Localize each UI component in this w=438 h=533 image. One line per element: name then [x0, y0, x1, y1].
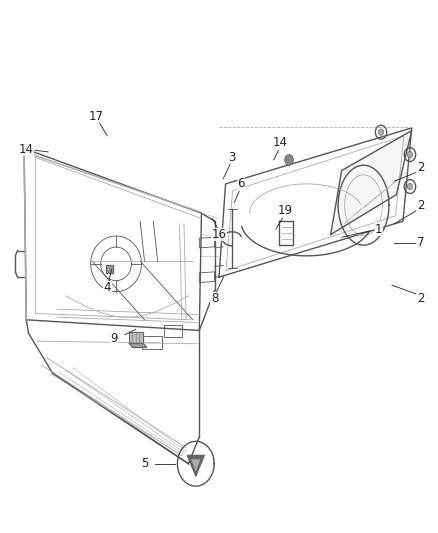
Text: 2: 2 [417, 292, 424, 305]
Text: 7: 7 [417, 236, 424, 249]
Polygon shape [129, 332, 143, 343]
Polygon shape [331, 131, 412, 235]
Circle shape [407, 151, 413, 158]
Polygon shape [129, 343, 147, 348]
Text: 1: 1 [375, 223, 383, 236]
Polygon shape [191, 459, 200, 471]
Text: 17: 17 [89, 110, 104, 123]
Circle shape [378, 129, 384, 135]
Text: 4: 4 [103, 281, 111, 294]
Text: 19: 19 [277, 204, 292, 217]
Text: 2: 2 [417, 161, 424, 174]
Circle shape [407, 183, 413, 190]
Text: 6: 6 [237, 177, 245, 190]
Text: 14: 14 [19, 143, 34, 156]
Circle shape [285, 155, 293, 165]
Text: 9: 9 [110, 332, 118, 345]
Text: 3: 3 [229, 151, 236, 164]
Text: 2: 2 [417, 199, 424, 212]
Text: 14: 14 [273, 136, 288, 149]
Polygon shape [187, 455, 205, 477]
Polygon shape [106, 265, 113, 273]
Text: 16: 16 [212, 228, 226, 241]
Text: 5: 5 [141, 457, 148, 470]
Text: 8: 8 [211, 292, 218, 305]
